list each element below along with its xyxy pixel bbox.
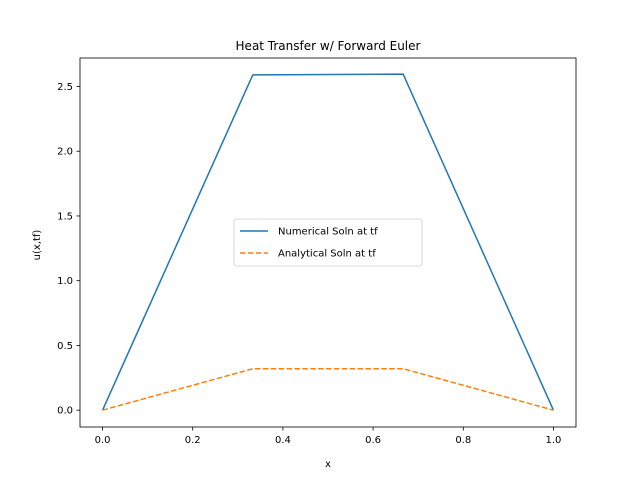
x-tick-label: 0.2 bbox=[185, 435, 201, 446]
y-tick-label: 0.5 bbox=[57, 341, 73, 352]
x-tick-label: 0.0 bbox=[95, 435, 111, 446]
x-tick-label: 0.4 bbox=[275, 435, 291, 446]
y-tick-label: 2.5 bbox=[57, 82, 73, 93]
x-tick-label: 1.0 bbox=[546, 435, 562, 446]
x-tick-label: 0.8 bbox=[455, 435, 471, 446]
x-tick-label: 0.6 bbox=[365, 435, 381, 446]
y-tick-label: 0.0 bbox=[57, 406, 73, 417]
y-axis-label: u(x,tf) bbox=[32, 230, 43, 261]
chart-title: Heat Transfer w/ Forward Euler bbox=[236, 39, 421, 53]
legend-label-0: Numerical Soln at tf bbox=[278, 227, 378, 238]
legend-label-1: Analytical Soln at tf bbox=[278, 249, 376, 260]
y-tick-label: 1.0 bbox=[57, 276, 73, 287]
x-axis-label: x bbox=[325, 459, 331, 470]
legend: Numerical Soln at tf Analytical Soln at t… bbox=[234, 219, 422, 266]
y-tick-label: 2.0 bbox=[57, 147, 73, 158]
y-tick-label: 1.5 bbox=[57, 211, 73, 222]
